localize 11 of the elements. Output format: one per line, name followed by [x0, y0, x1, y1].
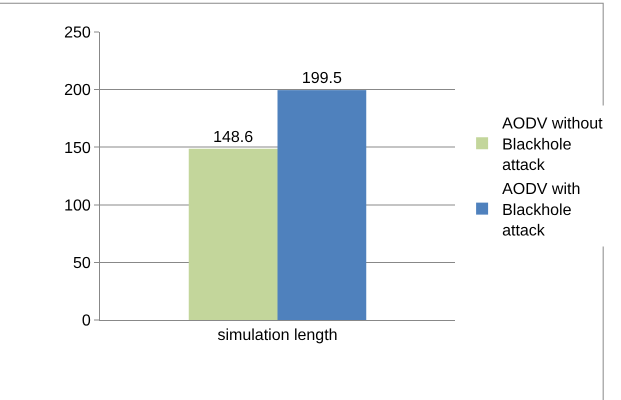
legend-label: AODV with Blackhole attack: [502, 181, 580, 240]
y-tick-label: 0: [82, 312, 91, 330]
y-tick-label: 150: [64, 140, 91, 157]
data-label: 148.6: [213, 128, 254, 146]
legend-label: AODV without Blackhole attack: [502, 116, 604, 174]
data-label: 199.5: [302, 70, 342, 88]
y-tick-label: 100: [64, 197, 91, 214]
x-tick-label: simulation length: [217, 327, 338, 344]
y-tick-label: 50: [73, 255, 91, 272]
y-tick-label: 200: [64, 82, 91, 100]
y-tick-label: 250: [64, 24, 91, 42]
